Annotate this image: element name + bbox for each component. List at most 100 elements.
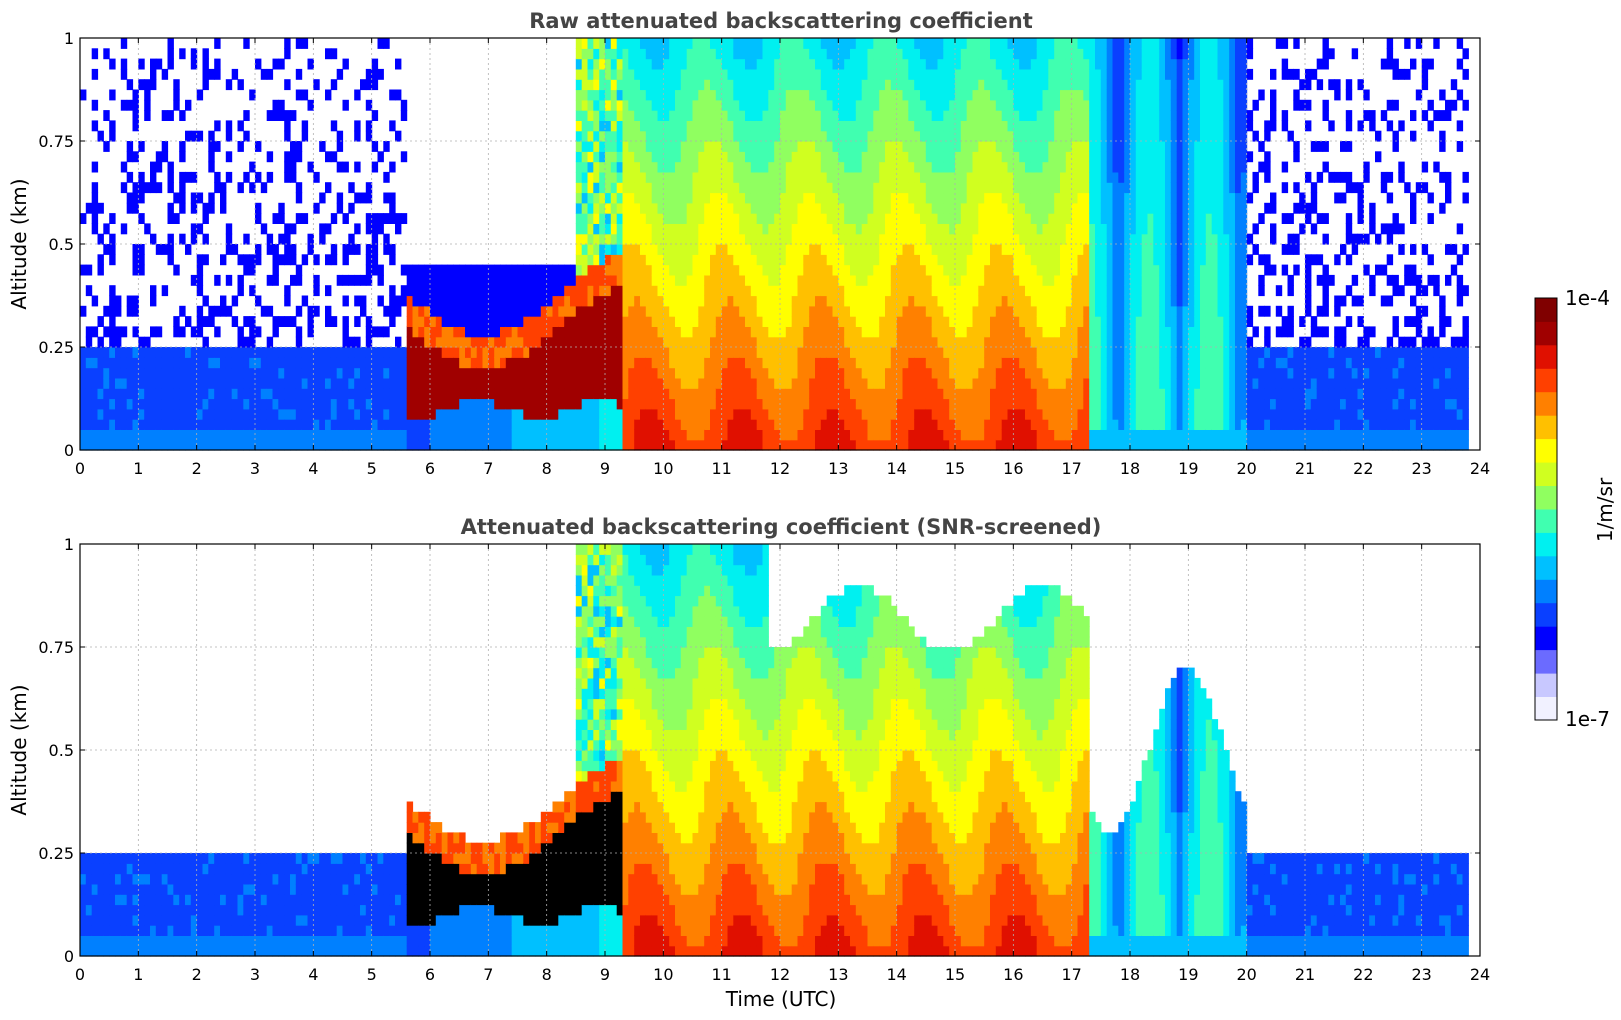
heatmap-cell <box>832 254 839 266</box>
heatmap-cell <box>896 367 904 379</box>
heatmap-cell <box>745 130 752 142</box>
heatmap-cell <box>610 151 618 163</box>
heatmap-cell <box>879 79 886 91</box>
heatmap-cell <box>354 295 361 307</box>
heatmap-cell <box>243 367 250 379</box>
heatmap-cell <box>1065 419 1073 430</box>
heatmap-cell <box>109 367 116 379</box>
heatmap-cell <box>756 48 764 60</box>
heatmap-cell <box>873 264 880 276</box>
heatmap-cell <box>593 79 600 91</box>
heatmap-cell <box>202 254 209 266</box>
heatmap-cell <box>342 398 349 410</box>
heatmap-cell <box>762 58 769 70</box>
heatmap-cell <box>721 223 729 235</box>
heatmap-cell <box>960 274 968 286</box>
heatmap-cell <box>867 316 874 327</box>
heatmap-cell <box>896 223 904 235</box>
heatmap-cell <box>365 274 373 286</box>
heatmap-cell <box>663 419 670 430</box>
heatmap-cell <box>861 367 869 379</box>
heatmap-cell <box>441 398 449 410</box>
heatmap-cell <box>902 58 909 70</box>
heatmap-cell <box>657 99 664 111</box>
heatmap-cell <box>231 295 239 307</box>
heatmap-cell <box>914 38 921 49</box>
heatmap-cell <box>179 367 186 379</box>
heatmap-cell <box>920 285 927 297</box>
heatmap-cell <box>616 171 624 183</box>
heatmap-cell <box>225 244 233 255</box>
heatmap-cell <box>1071 408 1079 420</box>
heatmap-cell <box>535 295 542 307</box>
heatmap-cell <box>657 48 664 60</box>
heatmap-cell <box>558 367 565 379</box>
heatmap-cell <box>144 79 151 91</box>
heatmap-cell <box>208 68 215 80</box>
heatmap-cell <box>855 419 863 430</box>
heatmap-cell <box>610 326 618 338</box>
heatmap-cell <box>1030 377 1038 389</box>
heatmap-cell <box>663 357 670 369</box>
panel-raw: Raw attenuated backscattering coefficien… <box>7 9 1490 478</box>
heatmap-cell <box>972 99 979 111</box>
heatmap-cell <box>990 274 997 286</box>
heatmap-cell <box>634 151 641 163</box>
heatmap-cell <box>190 130 198 142</box>
heatmap-cell <box>745 202 752 214</box>
heatmap-cell <box>430 377 437 389</box>
heatmap-cell <box>809 141 816 152</box>
heatmap-cell <box>161 357 169 369</box>
heatmap-cell <box>949 202 956 214</box>
heatmap-cell <box>885 295 892 307</box>
heatmap-cell <box>616 110 624 121</box>
heatmap-cell <box>669 295 676 307</box>
heatmap-cell <box>202 336 209 348</box>
heatmap-cell <box>342 161 349 173</box>
heatmap-cell <box>692 89 699 101</box>
heatmap-cell <box>733 58 740 70</box>
heatmap-cell <box>488 336 495 348</box>
heatmap-cell <box>1001 120 1009 132</box>
heatmap-cell <box>710 316 717 327</box>
heatmap-cell <box>1007 377 1014 389</box>
heatmap-cell <box>780 171 787 183</box>
heatmap-cell <box>937 161 944 173</box>
heatmap-cell <box>791 429 799 441</box>
heatmap-cell <box>727 141 734 152</box>
heatmap-cell <box>307 305 314 317</box>
heatmap-cell <box>1001 285 1009 297</box>
heatmap-cell <box>651 120 659 132</box>
heatmap-cell <box>780 336 787 348</box>
heatmap-cell <box>529 264 536 276</box>
heatmap-cell <box>97 357 104 369</box>
heatmap-cell <box>931 285 939 297</box>
heatmap-cell <box>424 377 431 389</box>
heatmap-cell <box>628 110 635 121</box>
heatmap-cell <box>120 326 128 338</box>
heatmap-cell <box>459 326 466 338</box>
heatmap-cell <box>721 38 729 49</box>
heatmap-cell <box>925 213 933 224</box>
heatmap-cell <box>383 398 390 410</box>
heatmap-cell <box>1030 192 1038 204</box>
heatmap-cell <box>990 202 997 214</box>
heatmap-cell <box>972 68 979 80</box>
heatmap-cell <box>966 347 974 358</box>
heatmap-cell <box>995 439 1003 451</box>
heatmap-cell <box>214 347 221 358</box>
heatmap-cell <box>663 408 670 420</box>
heatmap-cell <box>395 213 402 224</box>
heatmap-cell <box>995 192 1003 204</box>
heatmap-cell <box>412 357 419 369</box>
heatmap-cell <box>610 171 618 183</box>
heatmap-cell <box>698 357 705 369</box>
heatmap-cell <box>412 264 419 276</box>
heatmap-cell <box>383 408 390 420</box>
heatmap-cell <box>675 254 682 266</box>
heatmap-cell <box>669 419 676 430</box>
heatmap-cell <box>721 89 729 101</box>
heatmap-cell <box>1013 120 1020 132</box>
heatmap-cell <box>220 408 227 420</box>
heatmap-cell <box>307 398 314 410</box>
